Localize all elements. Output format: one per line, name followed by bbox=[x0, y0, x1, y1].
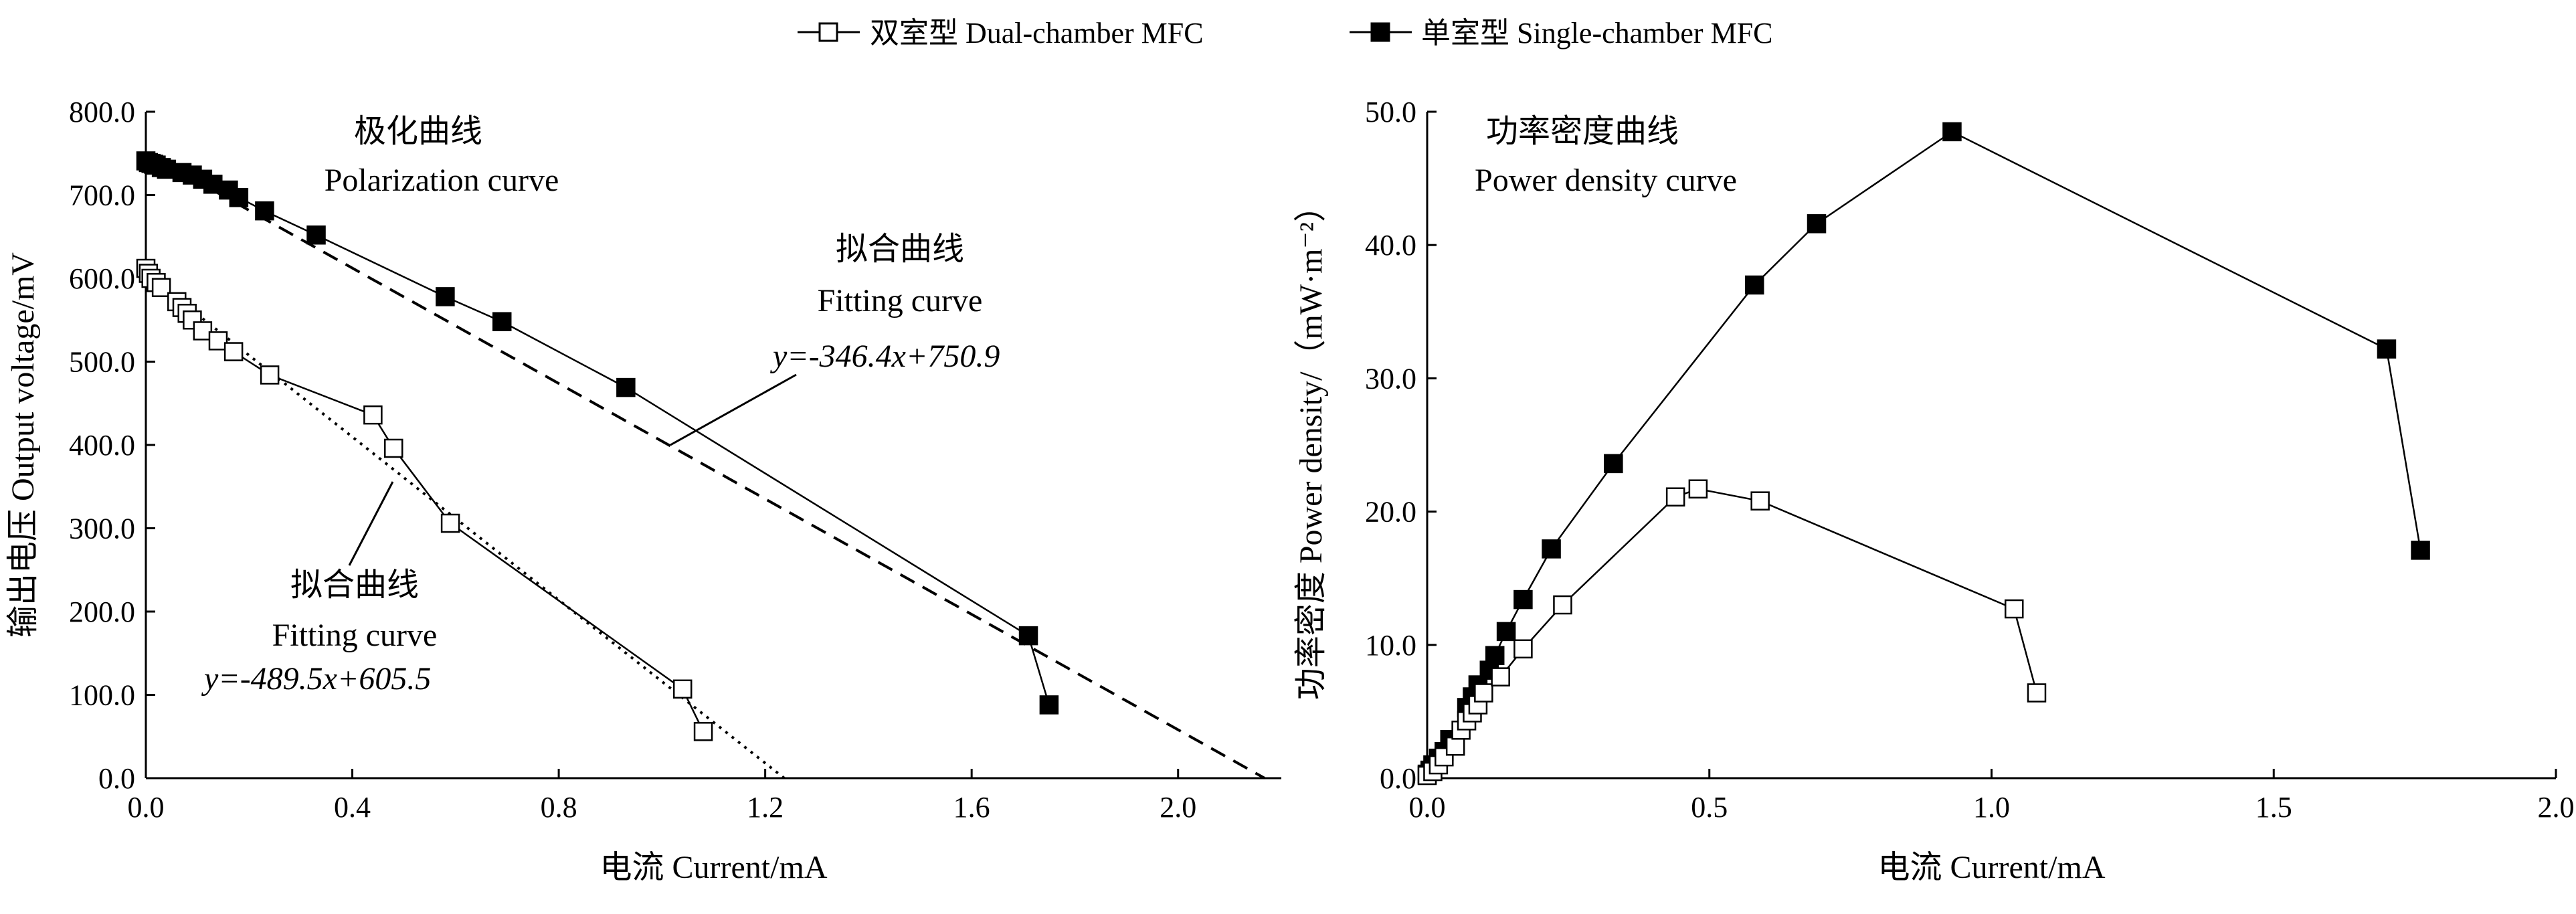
power-dual-point bbox=[2027, 683, 2047, 703]
polarization-single-point bbox=[1039, 695, 1059, 715]
single-fit-label-en: Fitting curve bbox=[818, 283, 983, 318]
dual-fit-label-en: Fitting curve bbox=[272, 618, 438, 653]
power-x-tick-label: 1.5 bbox=[2256, 791, 2292, 824]
polarization-dual-point bbox=[208, 331, 228, 351]
polarization-y-axis-title: 输出电压 Output voltage/mV bbox=[5, 252, 41, 638]
power-single-point bbox=[1485, 646, 1505, 665]
power-single-point bbox=[2411, 541, 2430, 560]
polarization-y-tick-label: 600.0 bbox=[69, 262, 135, 295]
legend-dual-label: 双室型 Dual-chamber MFC bbox=[870, 17, 1204, 50]
power-x-tick-label: 0.5 bbox=[1691, 791, 1728, 824]
power-x-tick-label: 1.0 bbox=[1973, 791, 2010, 824]
polarization-title-cn: 极化曲线 bbox=[354, 114, 482, 149]
power-single-point bbox=[1496, 622, 1516, 642]
polarization-y-tick-label: 500.0 bbox=[69, 346, 135, 379]
polarization-dual-point bbox=[183, 310, 202, 330]
polarization-single-point bbox=[1018, 626, 1038, 646]
power-y-tick-label: 30.0 bbox=[1365, 362, 1416, 395]
dual-fit-label-cn: 拟合曲线 bbox=[290, 567, 419, 603]
polarization-y-tick-label: 200.0 bbox=[69, 596, 135, 628]
power-y-tick-label: 10.0 bbox=[1365, 629, 1416, 662]
polarization-x-axis-title: 电流 Current/mA bbox=[600, 850, 828, 885]
polarization-x-tick-label: 0.8 bbox=[541, 791, 577, 824]
polarization-y-tick-label: 100.0 bbox=[69, 679, 135, 712]
polarization-dual-point bbox=[260, 365, 280, 385]
polarization-single-point bbox=[306, 225, 326, 245]
power-x-tick-label: 0.0 bbox=[1409, 791, 1446, 824]
single-fit-line bbox=[145, 151, 1266, 780]
power-single-point bbox=[1807, 214, 1827, 234]
polarization-dual-point bbox=[440, 513, 460, 533]
polarization-x-tick-label: 0.0 bbox=[128, 791, 165, 824]
polarization-y-tick-label: 0.0 bbox=[98, 762, 135, 795]
dual-fit-callout bbox=[348, 481, 394, 566]
power-y-tick-label: 50.0 bbox=[1365, 96, 1416, 128]
legend: 双室型 Dual-chamber MFC 单室型 Single-chamber … bbox=[798, 17, 1773, 50]
power-dual-point bbox=[1491, 667, 1510, 687]
power-dual-point bbox=[1474, 683, 1493, 703]
polarization-dual-point bbox=[384, 438, 403, 458]
legend-dual-marker bbox=[818, 22, 838, 42]
power-single-point bbox=[1604, 454, 1623, 474]
power-y-tick-label: 20.0 bbox=[1365, 496, 1416, 529]
power-y-tick-label: 0.0 bbox=[1380, 762, 1416, 795]
single-fit-label-cn: 拟合曲线 bbox=[836, 232, 964, 267]
legend-single: 单室型 Single-chamber MFC bbox=[1350, 17, 1773, 50]
power-single-point bbox=[1942, 122, 1962, 142]
polarization-x-tick-label: 0.4 bbox=[334, 791, 371, 824]
polarization-dual-point bbox=[151, 278, 171, 297]
polarization-y-tick-label: 400.0 bbox=[69, 429, 135, 462]
legend-dual: 双室型 Dual-chamber MFC bbox=[798, 17, 1204, 50]
polarization-x-tick-label: 1.2 bbox=[747, 791, 784, 824]
polarization-chart: 极化曲线 Polarization curve 拟合曲线 Fitting cur… bbox=[5, 96, 1281, 885]
polarization-single-point bbox=[492, 312, 512, 331]
polarization-dual-point bbox=[672, 679, 693, 699]
polarization-single-point bbox=[436, 287, 455, 306]
polarization-x-tick-label: 1.6 bbox=[953, 791, 990, 824]
polarization-dual-point bbox=[363, 405, 383, 425]
polarization-single-point bbox=[616, 377, 636, 397]
polarization-dual-point bbox=[693, 722, 713, 741]
power-dual-point bbox=[2004, 599, 2024, 619]
power-x-tick-label: 2.0 bbox=[2538, 791, 2575, 824]
power-title-cn: 功率密度曲线 bbox=[1486, 114, 1679, 149]
legend-single-label: 单室型 Single-chamber MFC bbox=[1421, 17, 1773, 50]
polarization-y-tick-label: 800.0 bbox=[69, 96, 135, 128]
power-dual-point bbox=[1750, 491, 1770, 511]
power-y-tick-label: 40.0 bbox=[1365, 229, 1416, 262]
polarization-title-en: Polarization curve bbox=[325, 163, 559, 198]
polarization-single-point bbox=[203, 175, 223, 194]
power-dual-point bbox=[1435, 747, 1454, 767]
power-single-point bbox=[2377, 339, 2397, 359]
power-dual-series-line bbox=[1427, 488, 2038, 777]
power-y-axis-title: 功率密度 Power density/（mW·m⁻²） bbox=[1293, 190, 1329, 700]
polarization-single-point bbox=[229, 187, 249, 207]
polarization-dual-point bbox=[223, 342, 244, 361]
dual-fit-equation: y=-489.5x+605.5 bbox=[201, 661, 431, 697]
single-fit-callout bbox=[670, 373, 797, 446]
polarization-y-tick-label: 300.0 bbox=[69, 513, 135, 545]
power-dual-point bbox=[1513, 639, 1533, 659]
power-dual-point bbox=[1445, 736, 1465, 756]
single-fit-equation: y=-346.4x+750.9 bbox=[769, 339, 1000, 374]
power-single-point bbox=[1513, 589, 1533, 610]
power-single-series-line bbox=[1426, 130, 2421, 775]
polarization-x-tick-label: 2.0 bbox=[1160, 791, 1196, 824]
legend-single-marker bbox=[1370, 22, 1390, 42]
polarization-dual-point bbox=[193, 321, 213, 341]
polarization-single-point bbox=[255, 201, 274, 221]
power-single-point bbox=[1542, 539, 1561, 559]
power-title-en: Power density curve bbox=[1475, 163, 1737, 198]
power-dual-point bbox=[1665, 487, 1685, 507]
power-dual-point bbox=[1553, 595, 1572, 615]
power-density-chart: 功率密度曲线 Power density curve 0.0 0.5 1.0 1.5 2… bbox=[1293, 96, 2575, 885]
power-single-point bbox=[1744, 275, 1764, 295]
power-dual-point bbox=[1688, 479, 1708, 498]
power-x-axis-title: 电流 Current/mA bbox=[1878, 850, 2106, 885]
polarization-y-tick-label: 700.0 bbox=[69, 179, 135, 212]
